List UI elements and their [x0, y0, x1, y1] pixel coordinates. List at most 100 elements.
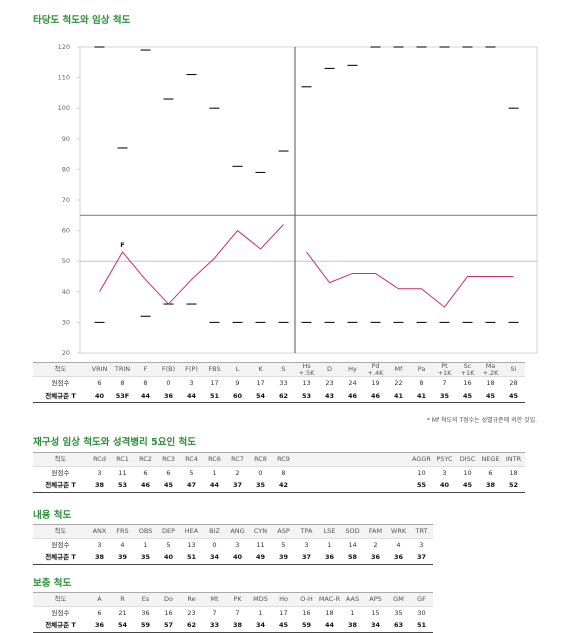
table-cell: 18: [509, 468, 518, 477]
table-cell: 59: [295, 619, 318, 633]
table-cell: [364, 466, 387, 479]
table-cell: 8: [281, 468, 286, 477]
note: * Mf 척도의 T점수는 성별규준에 의한 것임.: [426, 417, 537, 424]
table-cell: WRK: [387, 524, 410, 539]
table-row: 원점수 6 8 8 0 3 17 9 17 33 13 23 24 19 22 8 7 16 18 28: [33, 377, 525, 390]
table-cell: 23: [187, 608, 196, 617]
table-cell: CYN: [249, 524, 272, 539]
table-cell: Ma +.2K: [479, 362, 502, 377]
table-cell: 36: [88, 619, 111, 633]
table-cell: Pa: [410, 362, 433, 377]
table-cell: 39: [272, 551, 295, 565]
table-cell: TRIN: [111, 362, 134, 377]
table-cell: 16: [463, 379, 472, 387]
table-cell: 60: [226, 389, 249, 403]
table-cell: PK: [226, 592, 249, 607]
table-cell: 37: [410, 551, 433, 565]
table-cell: 0: [166, 379, 171, 387]
table-cell: TRT: [410, 524, 433, 539]
table-cell: 35: [394, 608, 403, 617]
table-cell: [364, 452, 387, 467]
table-cell: 13: [187, 540, 196, 549]
table-cell: 16: [164, 608, 173, 617]
y-tick-label: 120: [58, 43, 70, 51]
table-cell: LSE: [318, 524, 341, 539]
table-row: 원점수 6 21 36 16 23 7 7 1 17 16 18 1 15 35 30: [33, 606, 433, 619]
table-cell: [318, 466, 341, 479]
table-cell: ANG: [226, 524, 249, 539]
table-cell: 62: [272, 389, 295, 403]
table-cell: 6: [97, 608, 102, 617]
table-cell: 41: [410, 389, 433, 403]
table-cell: 0: [212, 540, 217, 549]
table-cell: 47: [180, 479, 203, 493]
table-cell: FBS: [203, 362, 226, 377]
table-cell: FRS: [111, 524, 134, 539]
table-cell: 45: [456, 389, 479, 403]
table-cell: 40: [433, 479, 456, 493]
table-cell: APS: [364, 592, 387, 607]
table-row: 척도 RCd RC1 RC2 RC3 RC4 RC6 RC7 RC8 RC9 AGGR PSYC DIS…: [33, 452, 525, 467]
table-cell: 46: [364, 389, 387, 403]
table-cell: 1: [350, 608, 355, 617]
table-cell: 1: [258, 608, 263, 617]
y-tick-label: 90: [62, 135, 70, 143]
table-cell: 46: [341, 389, 364, 403]
table-cell: 5: [281, 540, 286, 549]
table-cell: F: [134, 362, 157, 377]
table-cell: 44: [203, 479, 226, 493]
table-row: 척도 VRIN TRIN F F(B) F(P) FBS L K S Hs +.5K D Hy Pd +.…: [33, 362, 525, 377]
table-cell: K: [249, 362, 272, 377]
table-cell: 14: [348, 540, 357, 549]
table-cell: O-H: [295, 592, 318, 607]
table-cell: 척도: [33, 452, 88, 467]
table-cell: 3: [235, 540, 240, 549]
table-cell: [341, 452, 364, 467]
profile-table: 척도 VRIN TRIN F F(B) F(P) FBS L K S Hs +.5K D Hy Pd +.…: [33, 362, 525, 403]
section-title: 재구성 임상 척도와 성격병리 5요인 척도: [33, 437, 196, 448]
table-cell: 척도: [33, 362, 88, 377]
table-cell: 45: [479, 389, 502, 403]
table-cell: 16: [302, 608, 311, 617]
table-cell: 55: [410, 479, 433, 493]
table-cell: RCd: [88, 452, 111, 467]
t-score-line: [99, 224, 284, 305]
table-cell: 51: [180, 551, 203, 565]
table-cell: A: [88, 592, 111, 607]
table-cell: 62: [180, 619, 203, 633]
table-cell: 45: [502, 389, 525, 403]
table-cell: Ho: [272, 592, 295, 607]
table-cell: 18: [325, 608, 334, 617]
y-tick-label: 110: [58, 74, 70, 82]
table-cell: 63: [387, 619, 410, 633]
table-cell: 34: [364, 619, 387, 633]
table-cell: 53F: [111, 389, 134, 403]
table-cell: MAC-R: [318, 592, 341, 607]
table-cell: 전체규준 T: [33, 389, 88, 403]
table-cell: RC3: [157, 452, 180, 467]
y-tick-label: 100: [58, 104, 70, 112]
table-cell: 5: [166, 540, 171, 549]
table-cell: TPA: [295, 524, 318, 539]
table-cell: 원점수: [51, 608, 70, 617]
table-cell: 44: [180, 389, 203, 403]
table-cell: 전체규준 T: [33, 551, 88, 565]
table-cell: 36: [387, 551, 410, 565]
table-cell: 7: [235, 608, 240, 617]
table-cell: 33: [279, 379, 288, 387]
table-cell: 41: [387, 389, 410, 403]
table-cell: 42: [272, 479, 295, 493]
table-cell: 34: [203, 551, 226, 565]
table-cell: Re: [180, 592, 203, 607]
table-cell: 38: [479, 479, 502, 493]
table-cell: 19: [371, 379, 380, 387]
table-cell: 4: [120, 540, 125, 549]
section-title: 내용 척도: [33, 510, 72, 521]
scale-table: 척도 ANX FRS OBS DEP HEA BIZ ANG CYN ASP TPA LSE SOD FA…: [33, 524, 433, 565]
table-cell: [387, 452, 410, 467]
table-cell: 53: [111, 479, 134, 493]
y-tick-label: 40: [62, 288, 70, 296]
table-cell: ASP: [272, 524, 295, 539]
table-cell: 45: [456, 479, 479, 493]
